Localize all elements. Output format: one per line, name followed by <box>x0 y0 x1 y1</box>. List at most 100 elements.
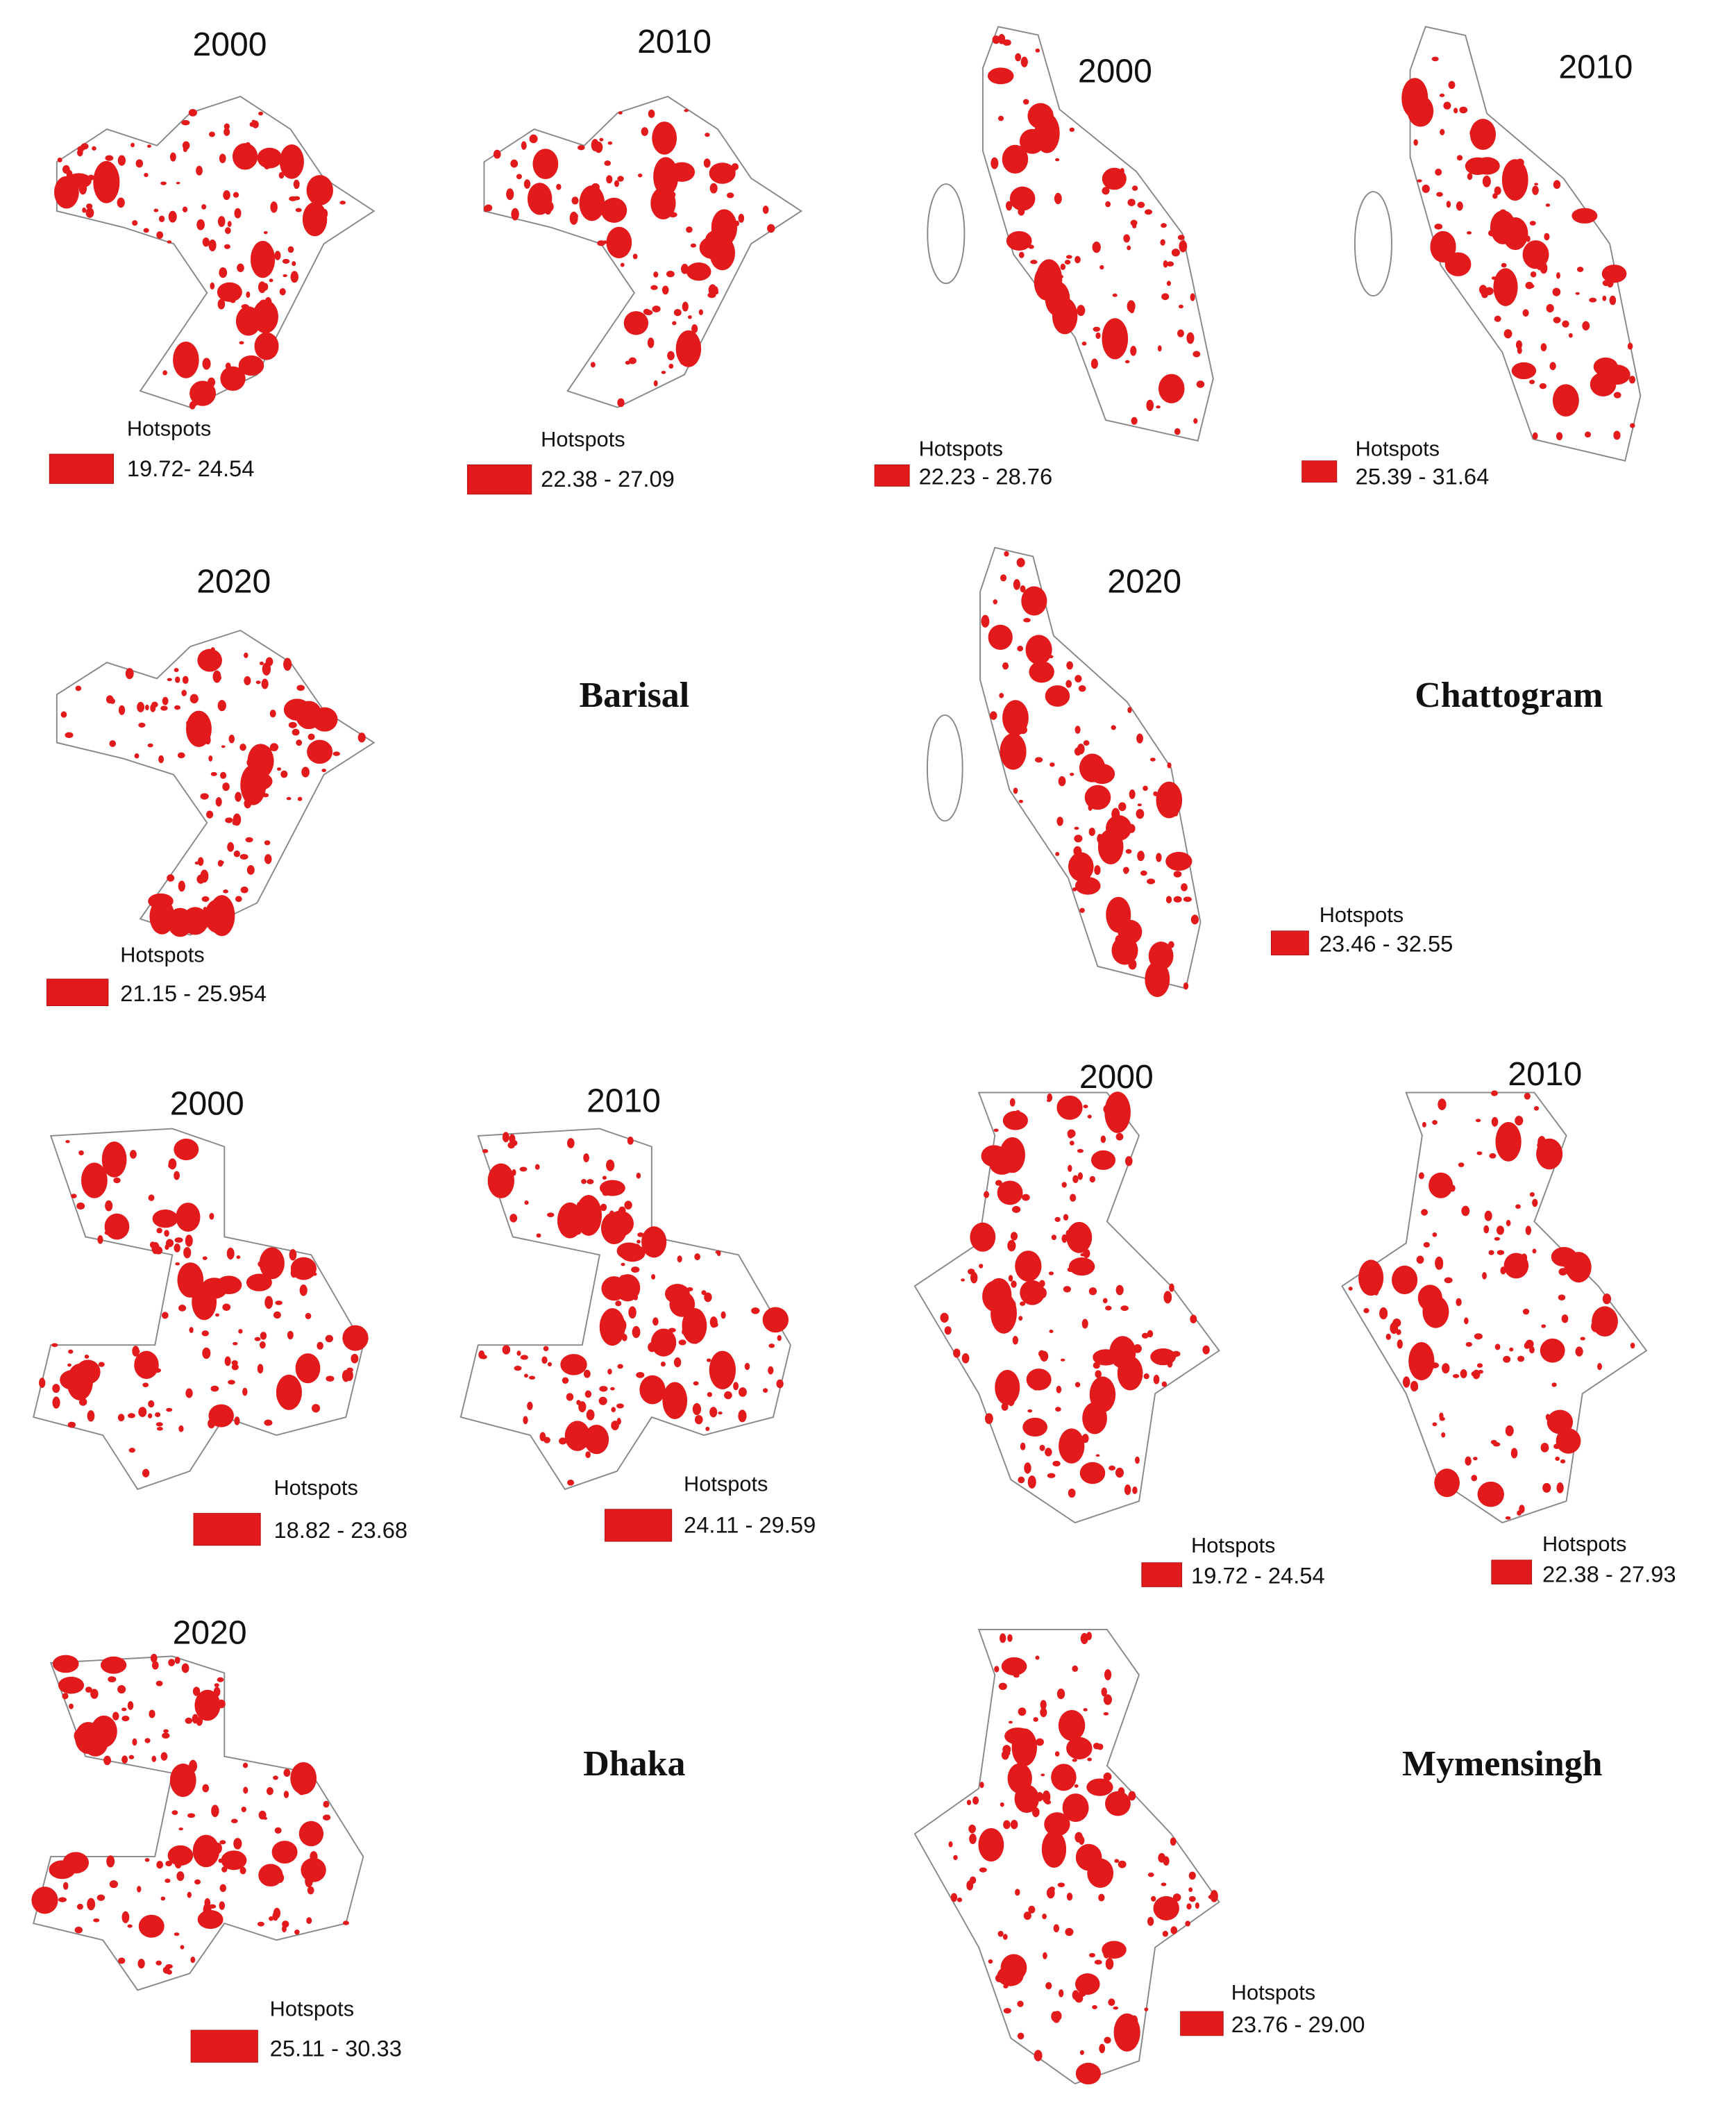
hotspot <box>1525 1225 1532 1235</box>
hotspot <box>174 1244 180 1253</box>
hotspot <box>221 1866 228 1873</box>
hotspot <box>1392 1318 1401 1328</box>
hotspot <box>1102 1941 1127 1959</box>
hotspot <box>219 267 228 278</box>
legend-title: Hotspots <box>127 417 211 441</box>
hotspot <box>174 1171 180 1180</box>
hotspot <box>87 1410 95 1422</box>
hotspot <box>62 1693 69 1700</box>
hotspot <box>532 149 559 180</box>
hotspot <box>1083 1104 1088 1109</box>
hotspot <box>208 1404 234 1428</box>
hotspot <box>1127 300 1136 312</box>
hotspot <box>953 1855 958 1861</box>
hotspot <box>1423 1241 1430 1248</box>
hotspot <box>154 1246 163 1255</box>
hotspot <box>339 201 346 205</box>
hotspot <box>616 1209 623 1215</box>
hotspot <box>1038 1350 1045 1357</box>
hotspot <box>1497 1133 1505 1144</box>
hotspot <box>1528 284 1535 289</box>
hotspot <box>584 1390 592 1398</box>
hotspot <box>1047 1093 1053 1102</box>
hotspot <box>997 1966 1024 1986</box>
hotspot <box>1556 432 1563 441</box>
hotspot <box>325 1814 330 1819</box>
hotspot <box>1144 2007 1149 2011</box>
hotspot <box>121 1755 128 1764</box>
hotspot <box>1051 1764 1077 1791</box>
hotspot <box>218 1858 223 1863</box>
hotspot <box>1120 1305 1129 1312</box>
hotspot <box>599 137 604 142</box>
hotspot <box>1358 1259 1384 1296</box>
hotspot <box>1511 362 1537 380</box>
hotspot <box>151 701 158 708</box>
hotspot <box>201 1278 228 1299</box>
hotspot <box>144 1858 150 1862</box>
hotspot <box>204 1898 211 1907</box>
hotspot <box>639 1375 666 1405</box>
hotspot <box>1063 1214 1069 1221</box>
hotspot <box>1444 1277 1453 1284</box>
hotspot <box>1494 1237 1501 1241</box>
hotspot <box>257 1921 264 1927</box>
hotspot <box>1055 1407 1061 1412</box>
hotspot <box>1021 586 1047 616</box>
hotspot <box>230 1818 238 1823</box>
hotspot <box>1132 1486 1138 1494</box>
hotspot <box>1007 1634 1013 1642</box>
hotspot <box>1161 1381 1168 1387</box>
hotspot <box>616 1403 624 1409</box>
map-outline <box>33 1655 364 1991</box>
hotspot <box>970 1222 996 1252</box>
hotspot <box>1434 1468 1460 1498</box>
hotspot <box>662 1382 688 1419</box>
hotspot <box>1506 1219 1511 1227</box>
hotspot <box>557 1202 583 1239</box>
map-panel: 2000 Hotspots 19.72- 24.54 <box>49 26 376 484</box>
hotspot <box>1040 1707 1047 1718</box>
hotspot <box>1471 1475 1478 1482</box>
hotspot <box>1503 1253 1529 1279</box>
hotspot <box>1104 1669 1112 1681</box>
hotspot <box>1453 108 1458 114</box>
hotspot <box>1073 846 1082 856</box>
hotspot <box>1484 1210 1492 1221</box>
hotspot <box>244 676 251 685</box>
hotspot <box>944 1326 952 1335</box>
hotspot <box>604 160 612 166</box>
hotspot <box>514 1366 522 1371</box>
hotspot <box>58 1676 85 1694</box>
hotspot <box>158 215 165 222</box>
hotspot <box>1160 239 1165 246</box>
hotspot <box>178 880 185 892</box>
year-title: 2000 <box>170 1085 244 1123</box>
hotspot <box>1575 1346 1583 1357</box>
hotspot <box>1012 1336 1019 1345</box>
legend-range: 24.11 - 29.59 <box>684 1512 816 1537</box>
hotspot <box>1087 1114 1092 1119</box>
hotspot <box>63 193 70 199</box>
hotspot <box>698 309 703 315</box>
hotspot <box>197 857 204 867</box>
hotspot <box>1464 1317 1469 1325</box>
hotspot <box>1107 1116 1115 1125</box>
hotspot <box>118 1957 126 1964</box>
legend-title: Hotspots <box>1191 1533 1275 1557</box>
hotspot <box>1158 1852 1165 1863</box>
hotspot <box>68 1349 74 1354</box>
hotspot <box>185 1234 193 1247</box>
hotspot <box>701 1290 707 1296</box>
hotspot <box>762 1307 789 1333</box>
hotspot <box>174 1237 183 1243</box>
hotspot <box>134 753 140 759</box>
hotspot <box>987 67 1014 85</box>
legend-swatch <box>605 1509 673 1542</box>
hotspot <box>1105 201 1111 208</box>
hotspot <box>636 1172 641 1179</box>
hotspot <box>165 1239 174 1248</box>
hotspot <box>1120 1366 1127 1373</box>
hotspot <box>185 1717 193 1724</box>
hotspot <box>226 1247 235 1259</box>
